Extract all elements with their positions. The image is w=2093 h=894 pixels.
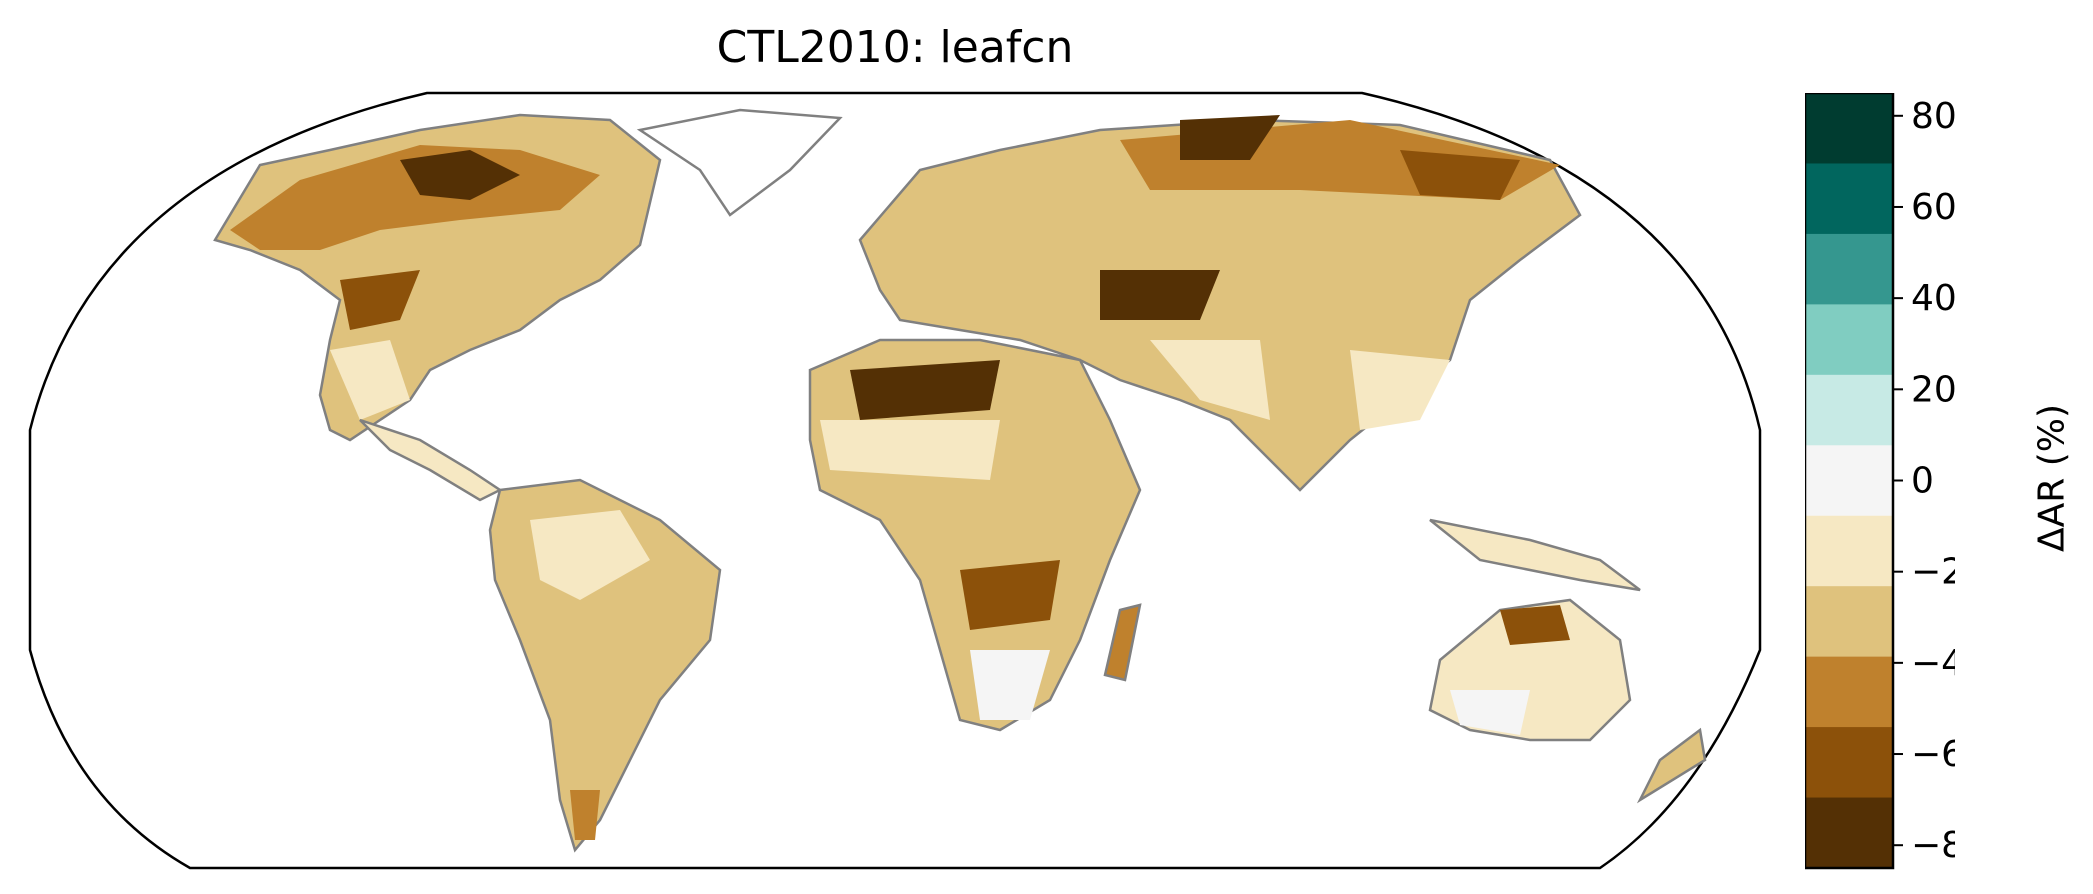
greenland xyxy=(636,108,843,217)
colorbar-bin xyxy=(1805,374,1893,446)
colorbar: 80 60 40 20 0 −20 −40 −60 −80 xyxy=(1805,93,1955,870)
colorbar-tick-label: −20 xyxy=(1911,552,1955,593)
colorbar-bin xyxy=(1805,445,1893,517)
colorbar-tick-label: 0 xyxy=(1911,461,1934,502)
colorbar-bin xyxy=(1805,304,1893,376)
map-title: CTL2010: leafcn xyxy=(716,22,1074,73)
colorbar-bin xyxy=(1805,727,1893,799)
colorbar-bin xyxy=(1805,586,1893,658)
colorbar-bin xyxy=(1805,797,1893,869)
colorbar-bin xyxy=(1805,233,1893,305)
colorbar-bin xyxy=(1805,163,1893,235)
colorbar-bin xyxy=(1805,656,1893,728)
colorbar-tick-label: 20 xyxy=(1911,369,1955,410)
colorbar-label: ΔAR (%) xyxy=(2031,403,2073,553)
colorbar-bin xyxy=(1805,93,1893,164)
colorbar-tick-label: −60 xyxy=(1911,734,1955,775)
colorbar-bin xyxy=(1805,515,1893,587)
colorbar-tick-label: 40 xyxy=(1911,278,1955,319)
land-masses xyxy=(213,108,1707,853)
colorbar-tick-label: −80 xyxy=(1911,825,1955,866)
colorbar-ticks: 80 60 40 20 0 −20 −40 −60 −80 xyxy=(1893,96,1955,866)
colorbar-tick-label: 80 xyxy=(1911,96,1955,137)
colorbar-tick-label: −40 xyxy=(1911,643,1955,684)
colorbar-tick-label: 60 xyxy=(1911,187,1955,228)
colorbar-bins xyxy=(1805,93,1893,869)
